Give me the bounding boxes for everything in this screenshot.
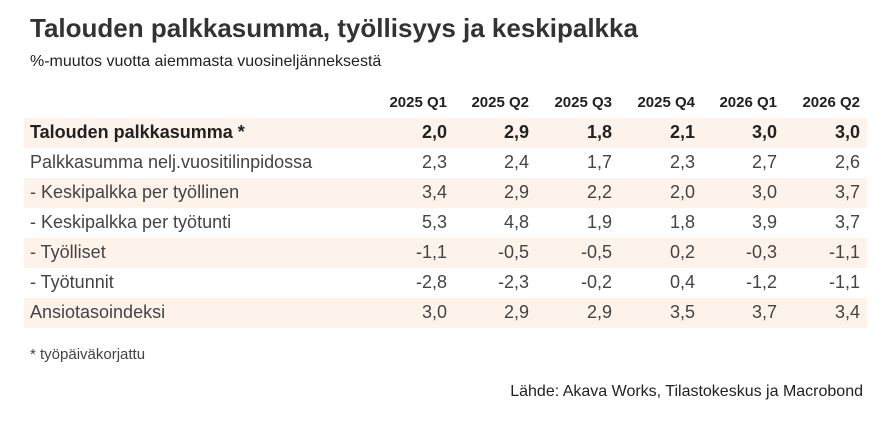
- column-header: 2025 Q4: [637, 94, 695, 111]
- cell: 2,2: [587, 182, 612, 202]
- column-header: 2025 Q2: [471, 94, 529, 111]
- row-label: Ansiotasoindeksi: [30, 302, 165, 322]
- cell: -0,5: [498, 242, 529, 262]
- row-label: Palkkasumma nelj.vuositilinpidossa: [30, 152, 313, 172]
- cell: -0,5: [581, 242, 612, 262]
- cell: 3,5: [670, 302, 695, 322]
- cell: 2,1: [670, 122, 695, 142]
- row-shade: [24, 238, 867, 268]
- cell: 2,0: [422, 122, 447, 142]
- cell: 1,9: [587, 212, 612, 232]
- subtitle: %-muutos vuotta aiemmasta vuosineljännek…: [30, 53, 381, 70]
- row-label: - Työtunnit: [30, 272, 114, 292]
- cell: 2,0: [670, 182, 695, 202]
- cell: 3,0: [422, 302, 447, 322]
- cell: 1,8: [670, 212, 695, 232]
- row-label: - Keskipalkka per työllinen: [30, 182, 239, 202]
- row-label: Talouden palkkasumma *: [30, 122, 245, 142]
- footnote: * työpäiväkorjattu: [30, 346, 145, 363]
- cell: 2,3: [422, 152, 447, 172]
- column-header: 2025 Q3: [554, 94, 612, 111]
- row-label: - Keskipalkka per työtunti: [30, 212, 231, 232]
- cell: 0,4: [670, 272, 695, 292]
- cell: -1,1: [829, 272, 860, 292]
- cell: -1,1: [829, 242, 860, 262]
- cell: -2,8: [416, 272, 447, 292]
- cell: 2,3: [670, 152, 695, 172]
- cell: 2,6: [835, 152, 860, 172]
- cell: 3,4: [422, 182, 447, 202]
- cell: 4,8: [504, 212, 529, 232]
- column-header: 2026 Q1: [719, 94, 777, 111]
- cell: 3,7: [835, 182, 860, 202]
- cell: 3,7: [835, 212, 860, 232]
- cell: 2,9: [504, 182, 529, 202]
- cell: 3,4: [835, 302, 860, 322]
- cell: -1,1: [416, 242, 447, 262]
- row-shade: [24, 178, 867, 208]
- cell: 3,0: [752, 182, 777, 202]
- column-header: 2025 Q1: [389, 94, 447, 111]
- cell: 1,8: [587, 122, 612, 142]
- cell: 3,0: [752, 122, 777, 142]
- cell: -0,2: [581, 272, 612, 292]
- row-shade: [24, 118, 867, 148]
- cell: 3,7: [752, 302, 777, 322]
- cell: -2,3: [498, 272, 529, 292]
- row-label: - Työlliset: [30, 242, 106, 262]
- cell: 2,7: [752, 152, 777, 172]
- cell: -0,3: [746, 242, 777, 262]
- cell: 2,9: [587, 302, 612, 322]
- cell: 2,9: [504, 122, 529, 142]
- title: Talouden palkkasumma, työllisyys ja kesk…: [30, 13, 638, 43]
- column-header: 2026 Q2: [802, 94, 860, 111]
- cell: 0,2: [670, 242, 695, 262]
- cell: 2,9: [504, 302, 529, 322]
- cell: 1,7: [587, 152, 612, 172]
- cell: 3,9: [752, 212, 777, 232]
- source: Lähde: Akava Works, Tilastokeskus ja Mac…: [510, 383, 863, 400]
- cell: 5,3: [422, 212, 447, 232]
- cell: 2,4: [504, 152, 529, 172]
- row-shade: [24, 298, 867, 328]
- cell: -1,2: [746, 272, 777, 292]
- cell: 3,0: [835, 122, 860, 142]
